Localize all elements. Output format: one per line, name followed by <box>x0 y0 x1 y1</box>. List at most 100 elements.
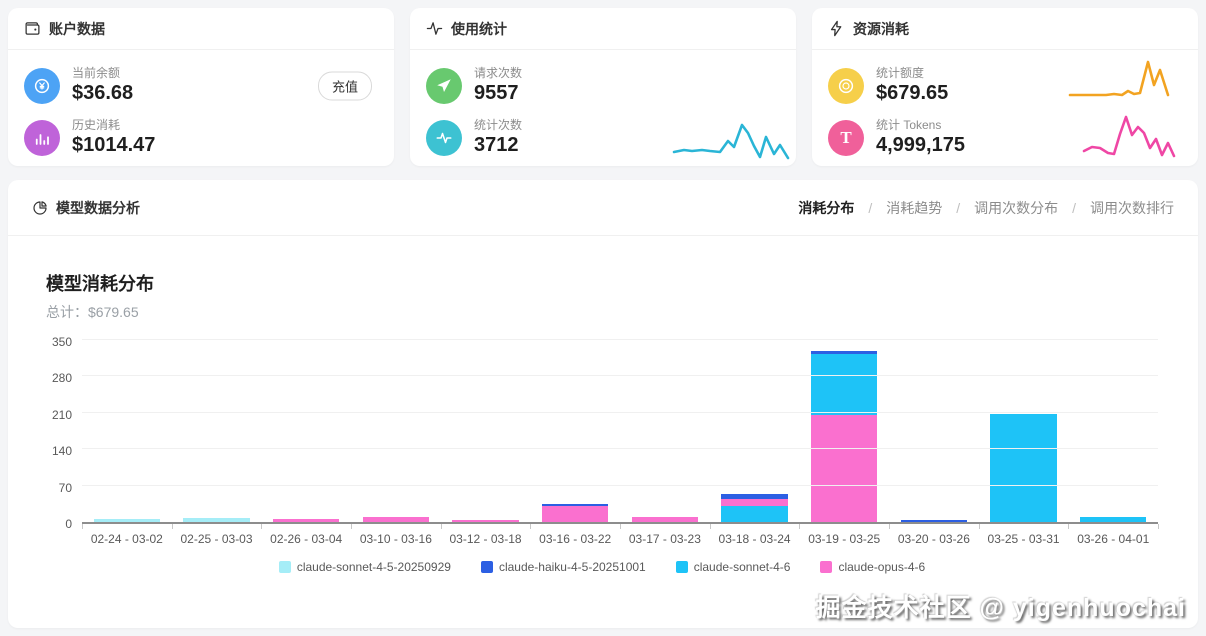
chart-total: 总计：$679.65 <box>46 304 139 320</box>
stat-count-stat: 统计次数 3712 <box>426 112 780 164</box>
tab-2[interactable]: 消耗趋势 <box>886 199 943 216</box>
bar-slot <box>1068 342 1158 522</box>
analysis-title: 模型数据分析 <box>56 199 140 216</box>
tokens-stat: T 统计 Tokens 4,999,175 <box>828 112 1182 164</box>
x-tick-label: 03-20 - 03-26 <box>897 532 970 546</box>
stat-count-label: 统计次数 <box>474 118 523 132</box>
plot-area <box>82 339 1159 529</box>
quota-value: $679.65 <box>876 82 949 104</box>
stacked-bar[interactable] <box>1080 517 1147 522</box>
bar-slot <box>710 342 800 522</box>
x-axis-tick <box>351 524 352 529</box>
bar-segment-claude-haiku-4-5-20251001 <box>721 494 788 499</box>
tab-separator: / <box>868 199 873 216</box>
bar-slot <box>172 342 262 522</box>
quota-sparkline <box>1068 60 1170 97</box>
request-count-label: 请求次数 <box>474 66 523 80</box>
quota-stat: 统计额度 $679.65 <box>828 60 1182 112</box>
stacked-bar[interactable] <box>273 518 340 522</box>
y-tick-label: 70 <box>58 480 72 495</box>
usage-card-title: 使用统计 <box>451 20 507 37</box>
chart-area: 模型消耗分布 总计：$679.65 0 70 140 210 280 350 02-24 … <box>8 236 1198 574</box>
bar-slot <box>530 342 620 522</box>
x-tick-label: 03-16 - 03-22 <box>539 532 612 546</box>
bar-segment-claude-haiku-4-5-20251001 <box>811 351 878 355</box>
tab-separator: / <box>956 199 961 216</box>
balance-value: $36.68 <box>72 82 134 104</box>
paper-plane-icon <box>426 68 462 104</box>
stacked-bar[interactable] <box>990 413 1057 522</box>
tab-1[interactable]: 消耗分布 <box>798 199 855 216</box>
bar-segment-claude-opus-4-6 <box>273 518 340 522</box>
bar-segment-claude-sonnet-4-5-20250929 <box>183 517 250 522</box>
model-analysis-card: 模型数据分析 消耗分布 / 消耗趋势 / 调用次数分布 / 调用次数排行 模型消耗分布 总计… <box>8 180 1198 628</box>
x-tick-label: 02-24 - 03-02 <box>90 532 163 546</box>
stacked-bar[interactable] <box>721 494 788 522</box>
bar-segment-claude-opus-4-6 <box>452 520 519 522</box>
x-tick-label: 03-19 - 03-25 <box>808 532 881 546</box>
quota-label: 统计额度 <box>876 66 925 80</box>
lightning-icon <box>830 20 842 37</box>
legend-item-claude-haiku-4-5-20251001[interactable]: claude-haiku-4-5-20251001 <box>480 560 646 574</box>
bar-slot <box>261 342 351 522</box>
legend-swatch <box>480 561 493 573</box>
stacked-bar[interactable] <box>452 520 519 522</box>
bar-segment-claude-sonnet-4-6 <box>990 413 1057 522</box>
stacked-bar[interactable] <box>900 520 968 522</box>
gridline <box>82 339 1158 340</box>
y-tick-label: 0 <box>65 517 72 531</box>
pie-chart-icon <box>33 200 47 215</box>
recharge-button[interactable]: 充值 <box>317 71 372 101</box>
x-axis-tick <box>261 524 263 529</box>
bar-segment-claude-opus-4-6 <box>631 517 699 522</box>
activity-icon <box>426 22 443 35</box>
x-axis-labels: 02-24 - 03-02 02-25 - 03-03 02-26 - 03-04 0… <box>82 524 1158 546</box>
history-consumption-stat: 历史消耗 $1014.47 <box>24 112 378 164</box>
request-count-value: 9557 <box>474 82 519 104</box>
x-axis-tick <box>799 524 801 529</box>
bar-slot <box>889 342 979 522</box>
stacked-bar[interactable] <box>93 519 160 522</box>
legend-item-claude-sonnet-4-6[interactable]: claude-sonnet-4-6 <box>675 560 791 574</box>
x-tick-label: 02-26 - 03-04 <box>270 532 343 546</box>
legend-label: claude-sonnet-4-5-20250929 <box>296 560 451 574</box>
account-data-card: 账户数据 当前余额 $36.68 充值 历史消耗 $1014.47 <box>8 8 394 166</box>
x-axis-tick <box>709 524 711 529</box>
tokens-value: 4,999,175 <box>876 134 965 156</box>
usage-card-header: 使用统计 <box>410 8 796 50</box>
x-tick-label: 02-25 - 03-03 <box>180 532 253 546</box>
x-axis-tick <box>889 524 890 529</box>
tab-3[interactable]: 调用次数分布 <box>974 199 1059 216</box>
stacked-bar[interactable] <box>542 504 609 522</box>
stacked-bar[interactable] <box>183 517 250 522</box>
analysis-header: 模型数据分析 消耗分布 / 消耗趋势 / 调用次数分布 / 调用次数排行 <box>8 180 1198 236</box>
resource-card-header: 资源消耗 <box>812 8 1198 50</box>
account-card-header: 账户数据 <box>8 8 394 50</box>
x-tick-label: 03-26 - 04-01 <box>1077 532 1150 546</box>
bar-segment-claude-sonnet-4-6 <box>1080 517 1147 522</box>
stacked-bar[interactable] <box>631 517 699 522</box>
stacked-bar[interactable] <box>811 351 878 522</box>
coin-icon <box>828 68 864 104</box>
usage-stats-card: 使用统计 请求次数 9557 统计次数 3712 <box>410 8 796 166</box>
legend-label: claude-sonnet-4-6 <box>693 560 791 574</box>
bar-segment-claude-opus-4-6 <box>362 516 430 522</box>
tab-separator: / <box>1072 199 1076 216</box>
legend-item-claude-sonnet-4-5-20250929[interactable]: claude-sonnet-4-5-20250929 <box>278 560 451 574</box>
balance-label: 当前余额 <box>72 66 121 80</box>
tab-4[interactable]: 调用次数排行 <box>1090 199 1174 216</box>
x-axis-tick <box>978 524 980 529</box>
legend-item-claude-opus-4-6[interactable]: claude-opus-4-6 <box>820 560 925 574</box>
stat-cards-row: 账户数据 当前余额 $36.68 充值 历史消耗 $1014.47 <box>0 0 1206 166</box>
tokens-label: 统计 Tokens <box>876 118 942 132</box>
stacked-bar[interactable] <box>362 516 430 522</box>
bar-slot <box>82 342 172 522</box>
legend-swatch <box>278 561 291 573</box>
bar-segment-claude-haiku-4-5-20251001 <box>900 520 968 522</box>
history-label: 历史消耗 <box>72 118 121 132</box>
x-axis-tick <box>620 524 621 529</box>
bar-segment-claude-opus-4-6 <box>811 415 878 522</box>
bar-segment-claude-opus-4-6 <box>542 506 609 522</box>
pulse-icon <box>426 120 462 156</box>
request-count-stat: 请求次数 9557 <box>426 60 780 112</box>
